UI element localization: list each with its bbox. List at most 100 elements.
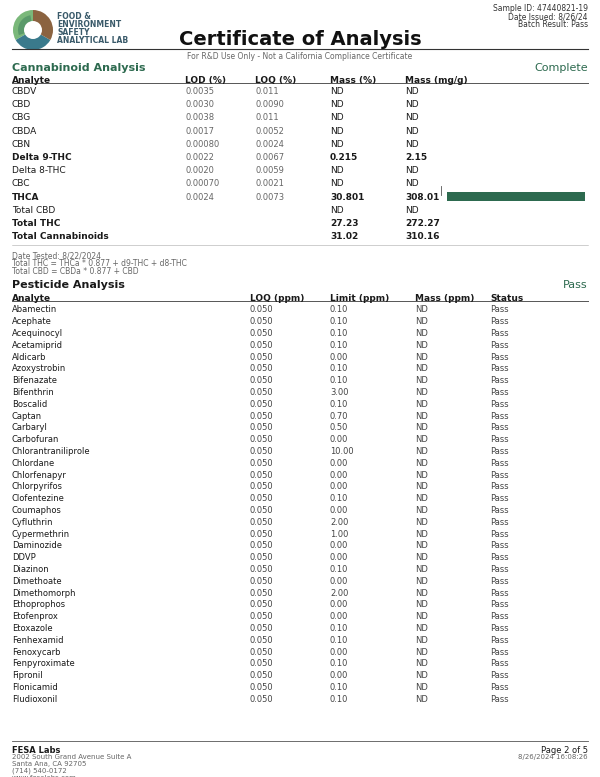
Text: ND: ND (330, 100, 344, 110)
Text: 0.10: 0.10 (330, 317, 349, 326)
Text: Pass: Pass (490, 553, 509, 563)
Text: Delta 8-THC: Delta 8-THC (12, 166, 65, 175)
Text: Chlordane: Chlordane (12, 458, 55, 468)
Text: 0.050: 0.050 (250, 423, 274, 432)
Text: 0.050: 0.050 (250, 530, 274, 538)
Text: Limit (ppm): Limit (ppm) (330, 294, 389, 303)
Text: ND: ND (415, 589, 428, 598)
Text: 0.050: 0.050 (250, 494, 274, 503)
Text: CBC: CBC (12, 179, 31, 188)
Text: Total Cannabinoids: Total Cannabinoids (12, 232, 109, 241)
Text: DDVP: DDVP (12, 553, 36, 563)
Text: 0.0020: 0.0020 (185, 166, 214, 175)
Text: ND: ND (415, 329, 428, 338)
Text: Pass: Pass (490, 353, 509, 361)
Text: 0.050: 0.050 (250, 601, 274, 609)
Text: 2.15: 2.15 (405, 153, 427, 162)
Text: Pass: Pass (490, 542, 509, 550)
Wedge shape (13, 10, 33, 40)
Text: CBD: CBD (12, 100, 31, 110)
Text: Page 2 of 5: Page 2 of 5 (541, 746, 588, 755)
Text: ND: ND (405, 166, 419, 175)
Text: 0.0024: 0.0024 (255, 140, 284, 149)
Text: 2.00: 2.00 (330, 589, 349, 598)
Text: 0.050: 0.050 (250, 671, 274, 680)
Text: 0.050: 0.050 (250, 435, 274, 444)
Text: 2002 South Grand Avenue Suite A: 2002 South Grand Avenue Suite A (12, 754, 131, 760)
Text: Diazinon: Diazinon (12, 565, 49, 574)
Text: 0.050: 0.050 (250, 542, 274, 550)
Text: LOQ (%): LOQ (%) (255, 76, 296, 85)
Text: Pass: Pass (490, 683, 509, 692)
Text: Pass: Pass (490, 483, 509, 491)
Text: Pass: Pass (490, 341, 509, 350)
Text: ENVIRONMENT: ENVIRONMENT (57, 20, 121, 29)
Text: 0.050: 0.050 (250, 577, 274, 586)
Text: Total THC: Total THC (12, 219, 61, 228)
Text: 0.050: 0.050 (250, 589, 274, 598)
Text: ND: ND (415, 423, 428, 432)
Text: Ethoprophos: Ethoprophos (12, 601, 65, 609)
Text: Pass: Pass (490, 660, 509, 668)
Text: Pass: Pass (490, 458, 509, 468)
Text: ND: ND (415, 695, 428, 704)
Text: 0.0090: 0.0090 (255, 100, 284, 110)
Text: ND: ND (415, 400, 428, 409)
Text: ND: ND (415, 671, 428, 680)
Text: Fipronil: Fipronil (12, 671, 43, 680)
Text: Cannabinoid Analysis: Cannabinoid Analysis (12, 63, 146, 73)
Text: FOOD &: FOOD & (57, 12, 91, 21)
Text: Pass: Pass (490, 376, 509, 385)
Text: CBDA: CBDA (12, 127, 37, 136)
Text: Cypermethrin: Cypermethrin (12, 530, 70, 538)
Text: 0.050: 0.050 (250, 353, 274, 361)
Text: 0.00070: 0.00070 (185, 179, 219, 188)
Bar (447, 192, 585, 200)
Text: 0.00: 0.00 (330, 471, 349, 479)
Text: ND: ND (415, 636, 428, 645)
Text: 0.011: 0.011 (255, 113, 278, 123)
Text: Boscalid: Boscalid (12, 400, 47, 409)
Text: 0.0017: 0.0017 (185, 127, 214, 136)
Text: ND: ND (415, 364, 428, 374)
Text: FESA Labs: FESA Labs (12, 746, 61, 755)
Text: Pass: Pass (490, 647, 509, 657)
Text: ND: ND (330, 179, 344, 188)
Text: Acequinocyl: Acequinocyl (12, 329, 63, 338)
Text: Sample ID: 47440821-19: Sample ID: 47440821-19 (493, 4, 588, 13)
Text: Coumaphos: Coumaphos (12, 506, 62, 515)
Text: 0.00: 0.00 (330, 647, 349, 657)
Text: CBDV: CBDV (12, 87, 37, 96)
Text: 0.050: 0.050 (250, 400, 274, 409)
Text: Pass: Pass (490, 612, 509, 621)
Text: ND: ND (415, 565, 428, 574)
Text: Santa Ana, CA 92705: Santa Ana, CA 92705 (12, 761, 86, 767)
Text: Pass: Pass (490, 364, 509, 374)
Text: Pass: Pass (563, 280, 588, 291)
Text: 0.050: 0.050 (250, 517, 274, 527)
Text: 0.10: 0.10 (330, 494, 349, 503)
Wedge shape (33, 10, 53, 40)
Text: Azoxystrobin: Azoxystrobin (12, 364, 66, 374)
Text: ND: ND (405, 100, 419, 110)
Text: 0.10: 0.10 (330, 565, 349, 574)
Text: 0.050: 0.050 (250, 660, 274, 668)
Text: Fludioxonil: Fludioxonil (12, 695, 57, 704)
Text: www.fesalabs.com: www.fesalabs.com (12, 775, 77, 777)
Text: Mass (mg/g): Mass (mg/g) (405, 76, 467, 85)
Text: Pass: Pass (490, 305, 509, 315)
Text: ND: ND (405, 179, 419, 188)
Text: 0.050: 0.050 (250, 412, 274, 420)
Text: ND: ND (415, 483, 428, 491)
Text: 0.00: 0.00 (330, 483, 349, 491)
Text: 0.10: 0.10 (330, 364, 349, 374)
Text: Pass: Pass (490, 530, 509, 538)
Text: 0.0035: 0.0035 (185, 87, 214, 96)
Text: ND: ND (415, 660, 428, 668)
Text: 0.10: 0.10 (330, 636, 349, 645)
Text: For R&D Use Only - Not a California Compliance Certificate: For R&D Use Only - Not a California Comp… (187, 52, 413, 61)
Text: 0.10: 0.10 (330, 329, 349, 338)
Text: 27.23: 27.23 (330, 219, 359, 228)
Text: ND: ND (415, 317, 428, 326)
Text: ND: ND (405, 140, 419, 149)
